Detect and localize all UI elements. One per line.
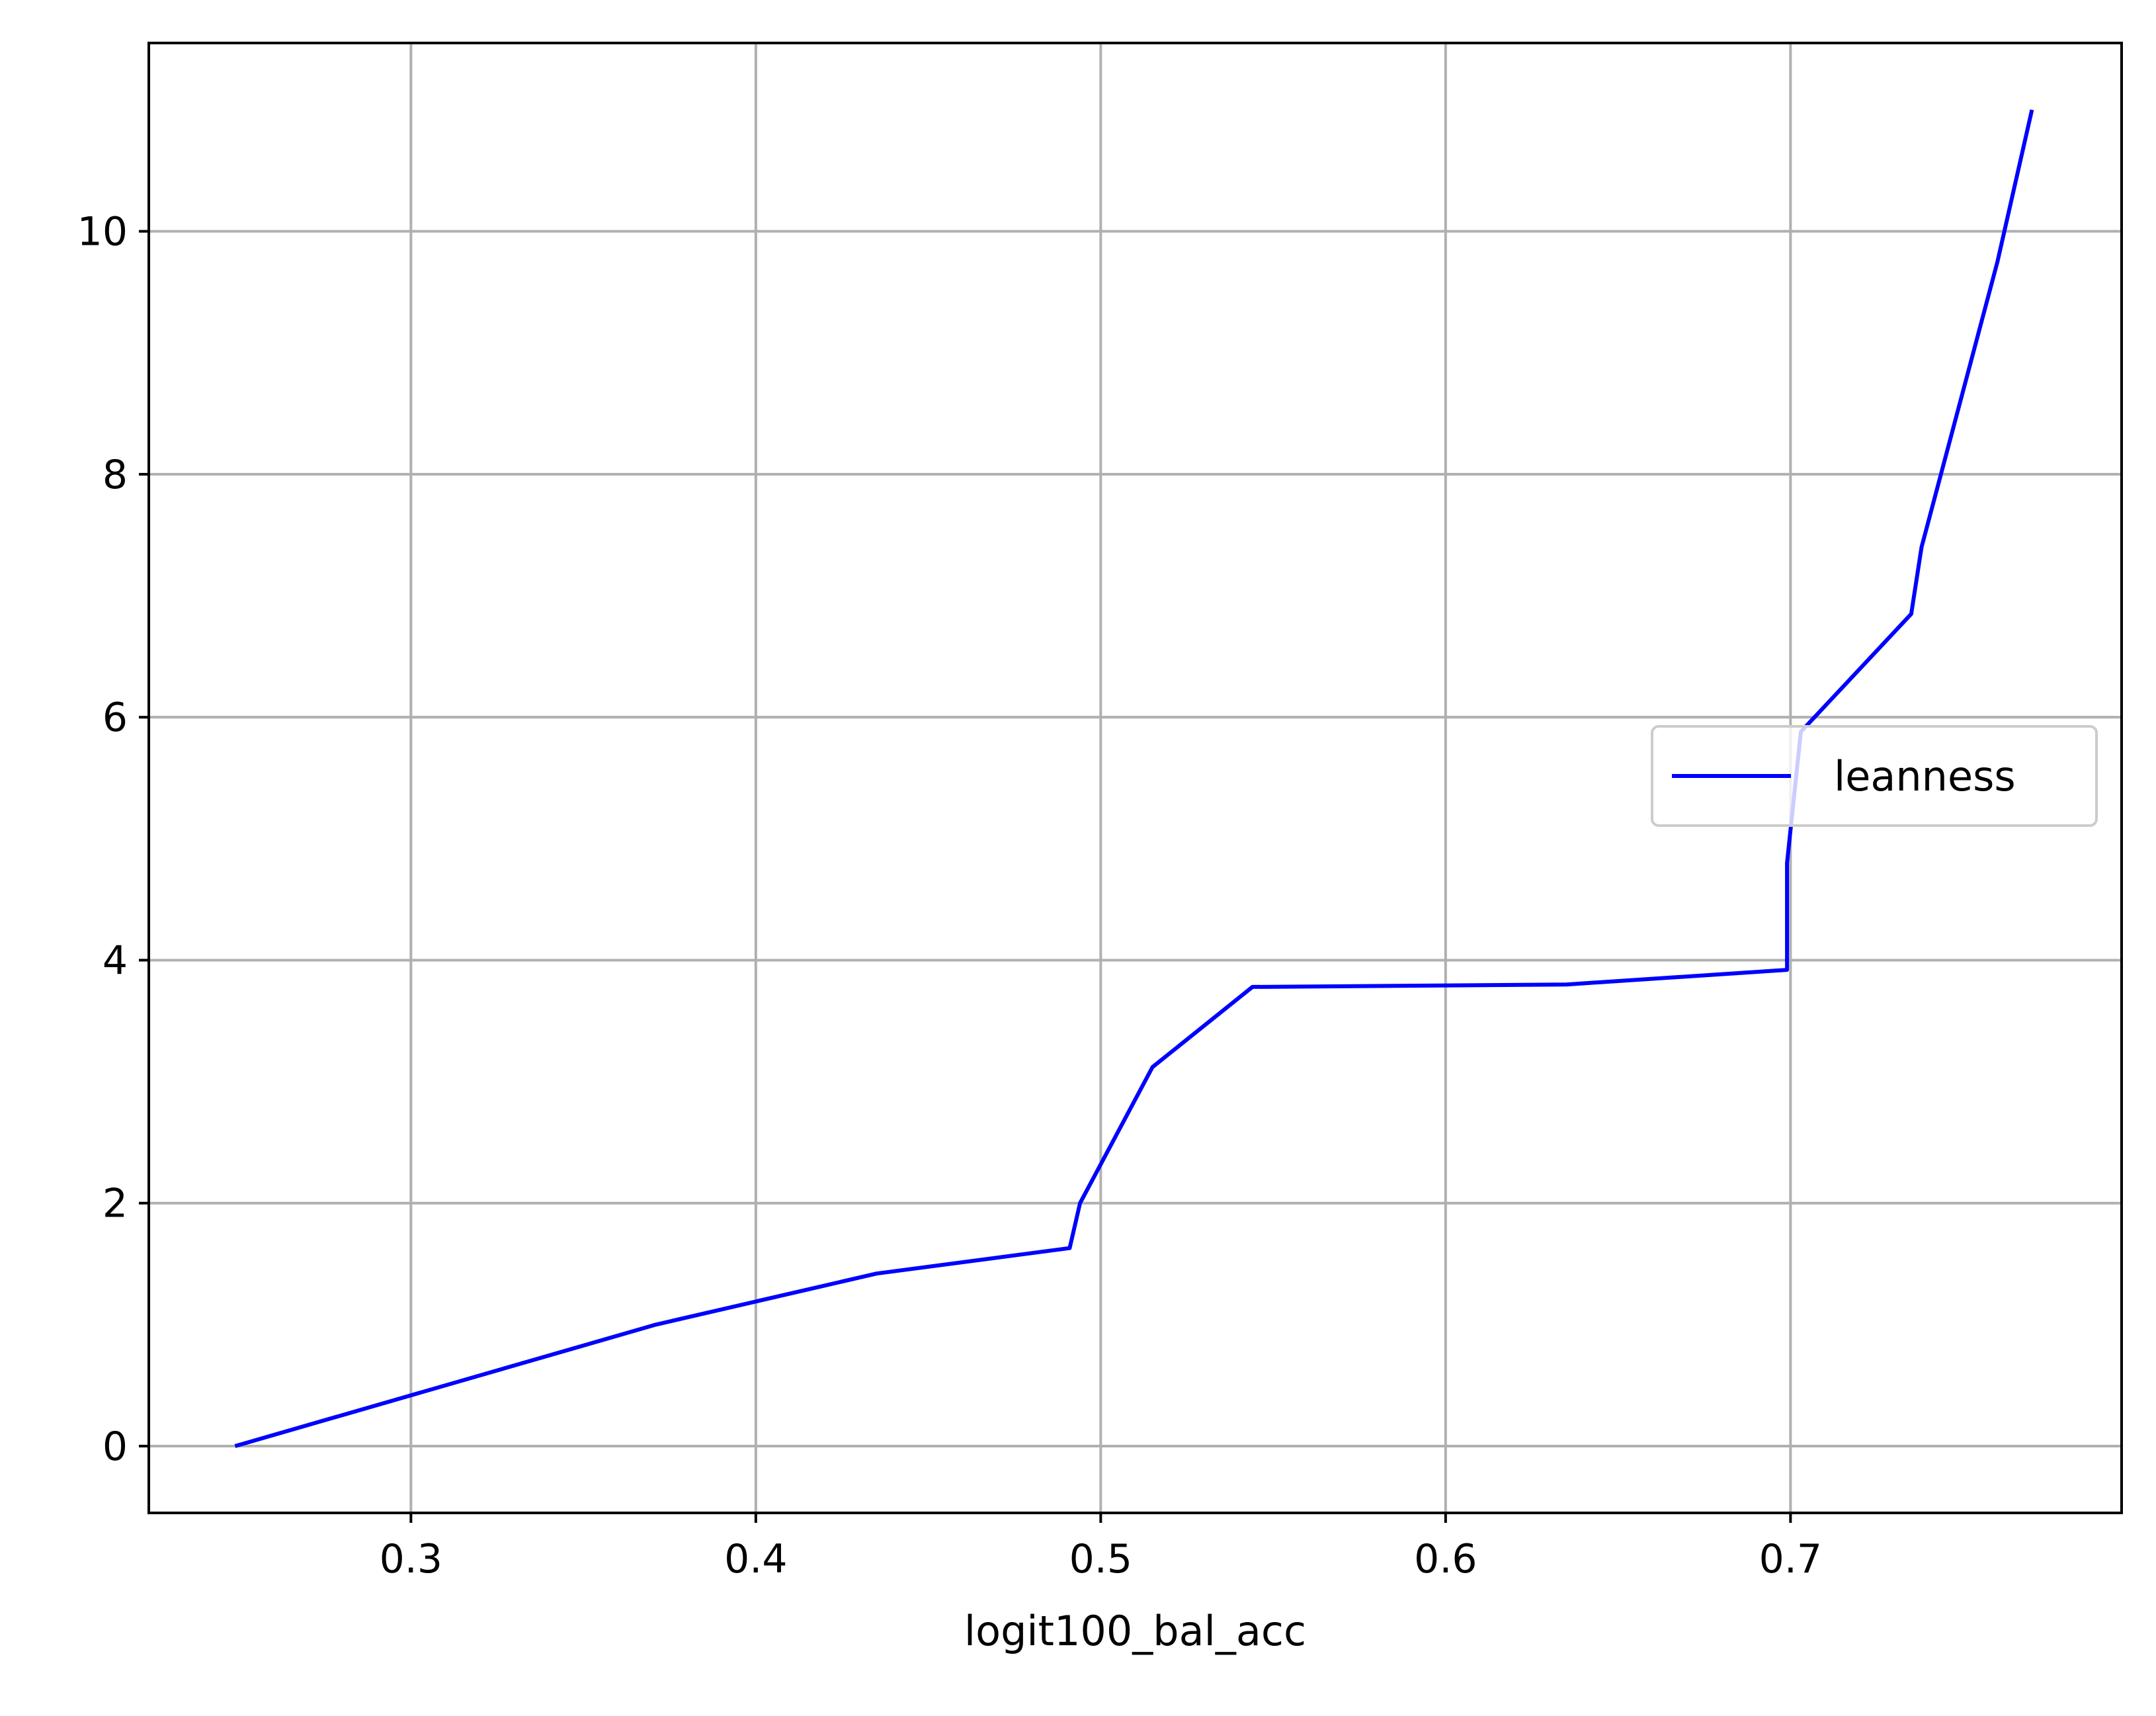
x-axis-label: logit100_bal_acc bbox=[964, 1607, 1306, 1655]
legend-label-leanness: leanness bbox=[1834, 752, 2016, 800]
plot-frame bbox=[147, 42, 2123, 1514]
y-tick-label: 2 bbox=[103, 1181, 128, 1227]
legend: leanness bbox=[1651, 725, 2098, 827]
x-tick-label: 0.4 bbox=[724, 1536, 787, 1582]
series-line-leanness bbox=[234, 109, 2034, 1448]
x-tick-label: 0.3 bbox=[380, 1536, 442, 1582]
y-tick-label: 10 bbox=[77, 209, 128, 255]
legend-box bbox=[1651, 725, 2098, 827]
y-tick-label: 0 bbox=[103, 1424, 128, 1470]
x-tick-label: 0.5 bbox=[1069, 1536, 1132, 1582]
series-layer bbox=[234, 109, 2034, 1448]
y-tick-label: 8 bbox=[103, 452, 128, 498]
ticks: 0.3 0.4 0.5 0.6 0.7 0 2 4 6 8 10 bbox=[77, 209, 1822, 1582]
y-tick-label: 4 bbox=[103, 937, 128, 984]
y-tick-label: 6 bbox=[103, 695, 128, 741]
x-tick-label: 0.6 bbox=[1414, 1536, 1477, 1582]
x-tick-label: 0.7 bbox=[1759, 1536, 1822, 1582]
